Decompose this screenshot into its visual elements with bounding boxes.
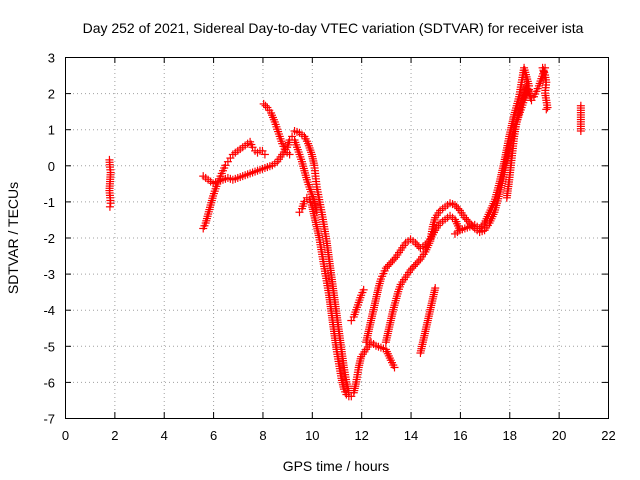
y-tick-label: -2 bbox=[43, 231, 55, 246]
data-point bbox=[431, 284, 440, 293]
data-point-interp bbox=[462, 215, 471, 224]
y-tick-label: 1 bbox=[48, 123, 55, 138]
y-tick-label: -5 bbox=[43, 339, 55, 354]
data-point bbox=[386, 258, 395, 267]
x-axis-label: GPS time / hours bbox=[283, 458, 390, 474]
y-tick-label: 3 bbox=[48, 51, 55, 66]
data-point bbox=[450, 201, 459, 210]
x-axis: 0 2 4 6 8 10 12 14 16 18 20 22 bbox=[62, 57, 616, 443]
data-point bbox=[475, 224, 484, 233]
x-tick-label: 0 bbox=[62, 428, 69, 443]
data-point bbox=[543, 103, 552, 112]
chart-title: Day 252 of 2021, Sidereal Day-to-day VTE… bbox=[83, 20, 584, 36]
data-point bbox=[344, 392, 353, 401]
data-point-interp bbox=[261, 101, 270, 110]
x-tick-label: 4 bbox=[161, 428, 168, 443]
x-tick-label: 16 bbox=[453, 428, 467, 443]
data-point-interp bbox=[409, 262, 418, 271]
plot-frame bbox=[65, 57, 609, 419]
y-tick-label: 0 bbox=[48, 159, 55, 174]
data-point-interp bbox=[390, 255, 399, 264]
data-point-interp bbox=[414, 256, 423, 265]
data-point-interp bbox=[477, 222, 486, 231]
data-point-interp bbox=[413, 258, 422, 267]
data-point bbox=[260, 150, 269, 159]
data-point bbox=[411, 260, 420, 269]
x-tick-label: 2 bbox=[111, 428, 118, 443]
x-tick-label: 20 bbox=[552, 428, 566, 443]
data-point bbox=[411, 238, 420, 247]
data-point bbox=[406, 265, 415, 274]
data-point bbox=[359, 285, 368, 294]
x-tick-label: 12 bbox=[354, 428, 368, 443]
x-tick-label: 10 bbox=[305, 428, 319, 443]
data-point-interp bbox=[454, 204, 463, 213]
data-point-interp bbox=[385, 260, 394, 269]
data-point bbox=[259, 99, 268, 108]
y-tick-label: -1 bbox=[43, 195, 55, 210]
data-point bbox=[105, 202, 114, 211]
x-tick-label: 22 bbox=[601, 428, 615, 443]
y-tick-label: -3 bbox=[43, 267, 55, 282]
x-tick-label: 14 bbox=[404, 428, 418, 443]
y-tick-label: -6 bbox=[43, 375, 55, 390]
data-point-interp bbox=[383, 262, 392, 271]
data-point bbox=[576, 127, 585, 136]
data-point bbox=[285, 150, 294, 159]
y-tick-label: -4 bbox=[43, 303, 55, 318]
data-point bbox=[390, 363, 399, 372]
data-point bbox=[106, 199, 115, 208]
data-point-interp bbox=[464, 217, 473, 226]
data-point-interp bbox=[452, 202, 461, 211]
data-point-interp bbox=[413, 240, 422, 249]
y-axis-label: SDTVAR / TECUs bbox=[5, 182, 21, 294]
data-point-interp bbox=[408, 264, 417, 273]
data-point-interp bbox=[388, 256, 397, 265]
data-points bbox=[105, 63, 585, 401]
data-point bbox=[381, 264, 390, 273]
y-tick-label: -7 bbox=[43, 412, 55, 427]
x-tick-label: 18 bbox=[503, 428, 517, 443]
data-point bbox=[460, 213, 469, 222]
y-tick-label: 2 bbox=[48, 87, 55, 102]
x-tick-label: 8 bbox=[259, 428, 266, 443]
x-tick-label: 6 bbox=[210, 428, 217, 443]
data-point bbox=[542, 105, 551, 114]
